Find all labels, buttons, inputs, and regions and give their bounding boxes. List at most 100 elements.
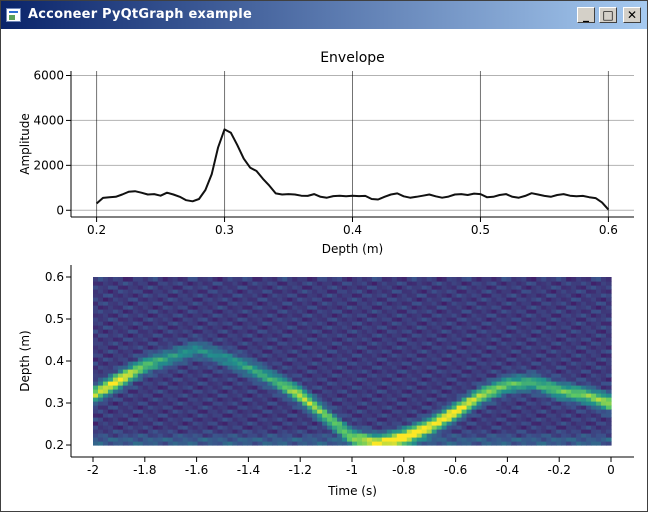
heatmap-cell bbox=[292, 317, 298, 322]
heatmap-cell bbox=[142, 281, 149, 286]
heatmap-cell bbox=[142, 429, 149, 434]
heatmap-cell bbox=[501, 321, 507, 326]
heatmap-cell bbox=[107, 357, 114, 362]
heatmap-cell bbox=[386, 405, 393, 410]
heatmap-cell bbox=[112, 317, 119, 322]
heatmap-cell bbox=[302, 425, 308, 430]
heatmap-cell bbox=[446, 321, 453, 326]
heatmap-cell bbox=[391, 349, 398, 354]
heatmap-cell bbox=[292, 381, 298, 386]
heatmap-cell bbox=[386, 433, 393, 438]
heatmap-cell bbox=[496, 413, 503, 418]
heatmap-cell bbox=[232, 301, 239, 306]
heatmap-cell bbox=[596, 377, 602, 382]
y-tick-label: 0.4 bbox=[45, 354, 64, 368]
heatmap-cell bbox=[506, 353, 512, 358]
heatmap-cell bbox=[322, 393, 328, 398]
heatmap-cell bbox=[561, 293, 567, 298]
heatmap-cell bbox=[322, 405, 328, 410]
heatmap-cell bbox=[282, 421, 288, 426]
heatmap-cell bbox=[322, 425, 328, 430]
heatmap-cell bbox=[606, 277, 612, 282]
heatmap-cell bbox=[361, 305, 368, 310]
heatmap-cell bbox=[546, 349, 552, 354]
heatmap-cell bbox=[366, 405, 373, 410]
heatmap-cell bbox=[307, 341, 313, 346]
heatmap-cell bbox=[576, 285, 582, 290]
heatmap-cell bbox=[132, 317, 139, 322]
heatmap-cell bbox=[516, 409, 522, 414]
heatmap-cell bbox=[147, 333, 154, 338]
heatmap-cell bbox=[107, 297, 114, 302]
heatmap-cell bbox=[272, 369, 278, 374]
heatmap-cell bbox=[312, 397, 318, 402]
heatmap-cell bbox=[172, 321, 179, 326]
heatmap-cell bbox=[342, 377, 348, 382]
heatmap-cell bbox=[332, 317, 338, 322]
heatmap-cell bbox=[227, 289, 234, 294]
heatmap-cell bbox=[476, 377, 483, 382]
heatmap-cell bbox=[177, 297, 184, 302]
heatmap-cell bbox=[227, 377, 234, 382]
heatmap-cell bbox=[376, 417, 383, 422]
heatmap-cell bbox=[391, 421, 398, 426]
heatmap-cell bbox=[546, 345, 552, 350]
heatmap-cell bbox=[396, 413, 403, 418]
heatmap-cell bbox=[471, 329, 478, 334]
heatmap-cell bbox=[526, 333, 532, 338]
heatmap-cell bbox=[521, 305, 527, 310]
heatmap-cell bbox=[521, 349, 527, 354]
heatmap-cell bbox=[531, 309, 537, 314]
heatmap-cell bbox=[371, 325, 378, 330]
heatmap-cell bbox=[606, 421, 612, 426]
heatmap-cell bbox=[352, 381, 358, 386]
heatmap-cell bbox=[272, 373, 278, 378]
heatmap-cell bbox=[167, 361, 174, 366]
close-button[interactable]: ✕ bbox=[623, 7, 641, 23]
minimize-button[interactable]: _ bbox=[577, 7, 595, 23]
heatmap-cell bbox=[322, 341, 328, 346]
heatmap-cell bbox=[556, 365, 562, 370]
heatmap-cell bbox=[541, 321, 547, 326]
heatmap-cell bbox=[352, 277, 358, 282]
heatmap-cell bbox=[566, 317, 572, 322]
heatmap-cell bbox=[436, 425, 443, 430]
heatmap-cell bbox=[391, 369, 398, 374]
heatmap-cell bbox=[282, 325, 288, 330]
depth-time-heatmap[interactable]: -2 -1.8 -1.6 -1.4 -1.2 -1 -0.8 -0.6 -0.4 -0.2 00.2… bbox=[18, 265, 634, 498]
heatmap-cell bbox=[441, 353, 448, 358]
heatmap-cell bbox=[516, 281, 522, 286]
heatmap-cell bbox=[192, 437, 199, 442]
heatmap-cell bbox=[302, 421, 308, 426]
heatmap-cell bbox=[501, 305, 507, 310]
heatmap-cell bbox=[342, 333, 348, 338]
heatmap-cell bbox=[391, 337, 398, 342]
heatmap-cell bbox=[431, 345, 438, 350]
heatmap-cell bbox=[142, 277, 149, 282]
heatmap-cell bbox=[102, 345, 109, 350]
heatmap-cell bbox=[112, 345, 119, 350]
heatmap-cell bbox=[456, 281, 463, 286]
heatmap-cell bbox=[302, 393, 308, 398]
heatmap-cell bbox=[531, 297, 537, 302]
heatmap-cell bbox=[192, 341, 199, 346]
title-bar[interactable]: Acconeer PyQtGraph example _ □ ✕ bbox=[1, 1, 647, 29]
heatmap-cell bbox=[262, 289, 268, 294]
heatmap-cell bbox=[361, 389, 368, 394]
heatmap-cell bbox=[581, 389, 587, 394]
maximize-button[interactable]: □ bbox=[599, 7, 617, 23]
heatmap-cell bbox=[212, 421, 219, 426]
heatmap-cell bbox=[167, 301, 174, 306]
heatmap-cell bbox=[541, 421, 547, 426]
heatmap-cell bbox=[227, 417, 234, 422]
heatmap-cell bbox=[386, 397, 393, 402]
heatmap-cell bbox=[471, 317, 478, 322]
heatmap-cell bbox=[366, 297, 373, 302]
heatmap-cell bbox=[411, 437, 418, 442]
heatmap-cell bbox=[421, 281, 428, 286]
heatmap-cell bbox=[536, 417, 542, 422]
heatmap-cell bbox=[461, 313, 468, 318]
heatmap-cell bbox=[436, 333, 443, 338]
heatmap-cell bbox=[481, 277, 488, 282]
